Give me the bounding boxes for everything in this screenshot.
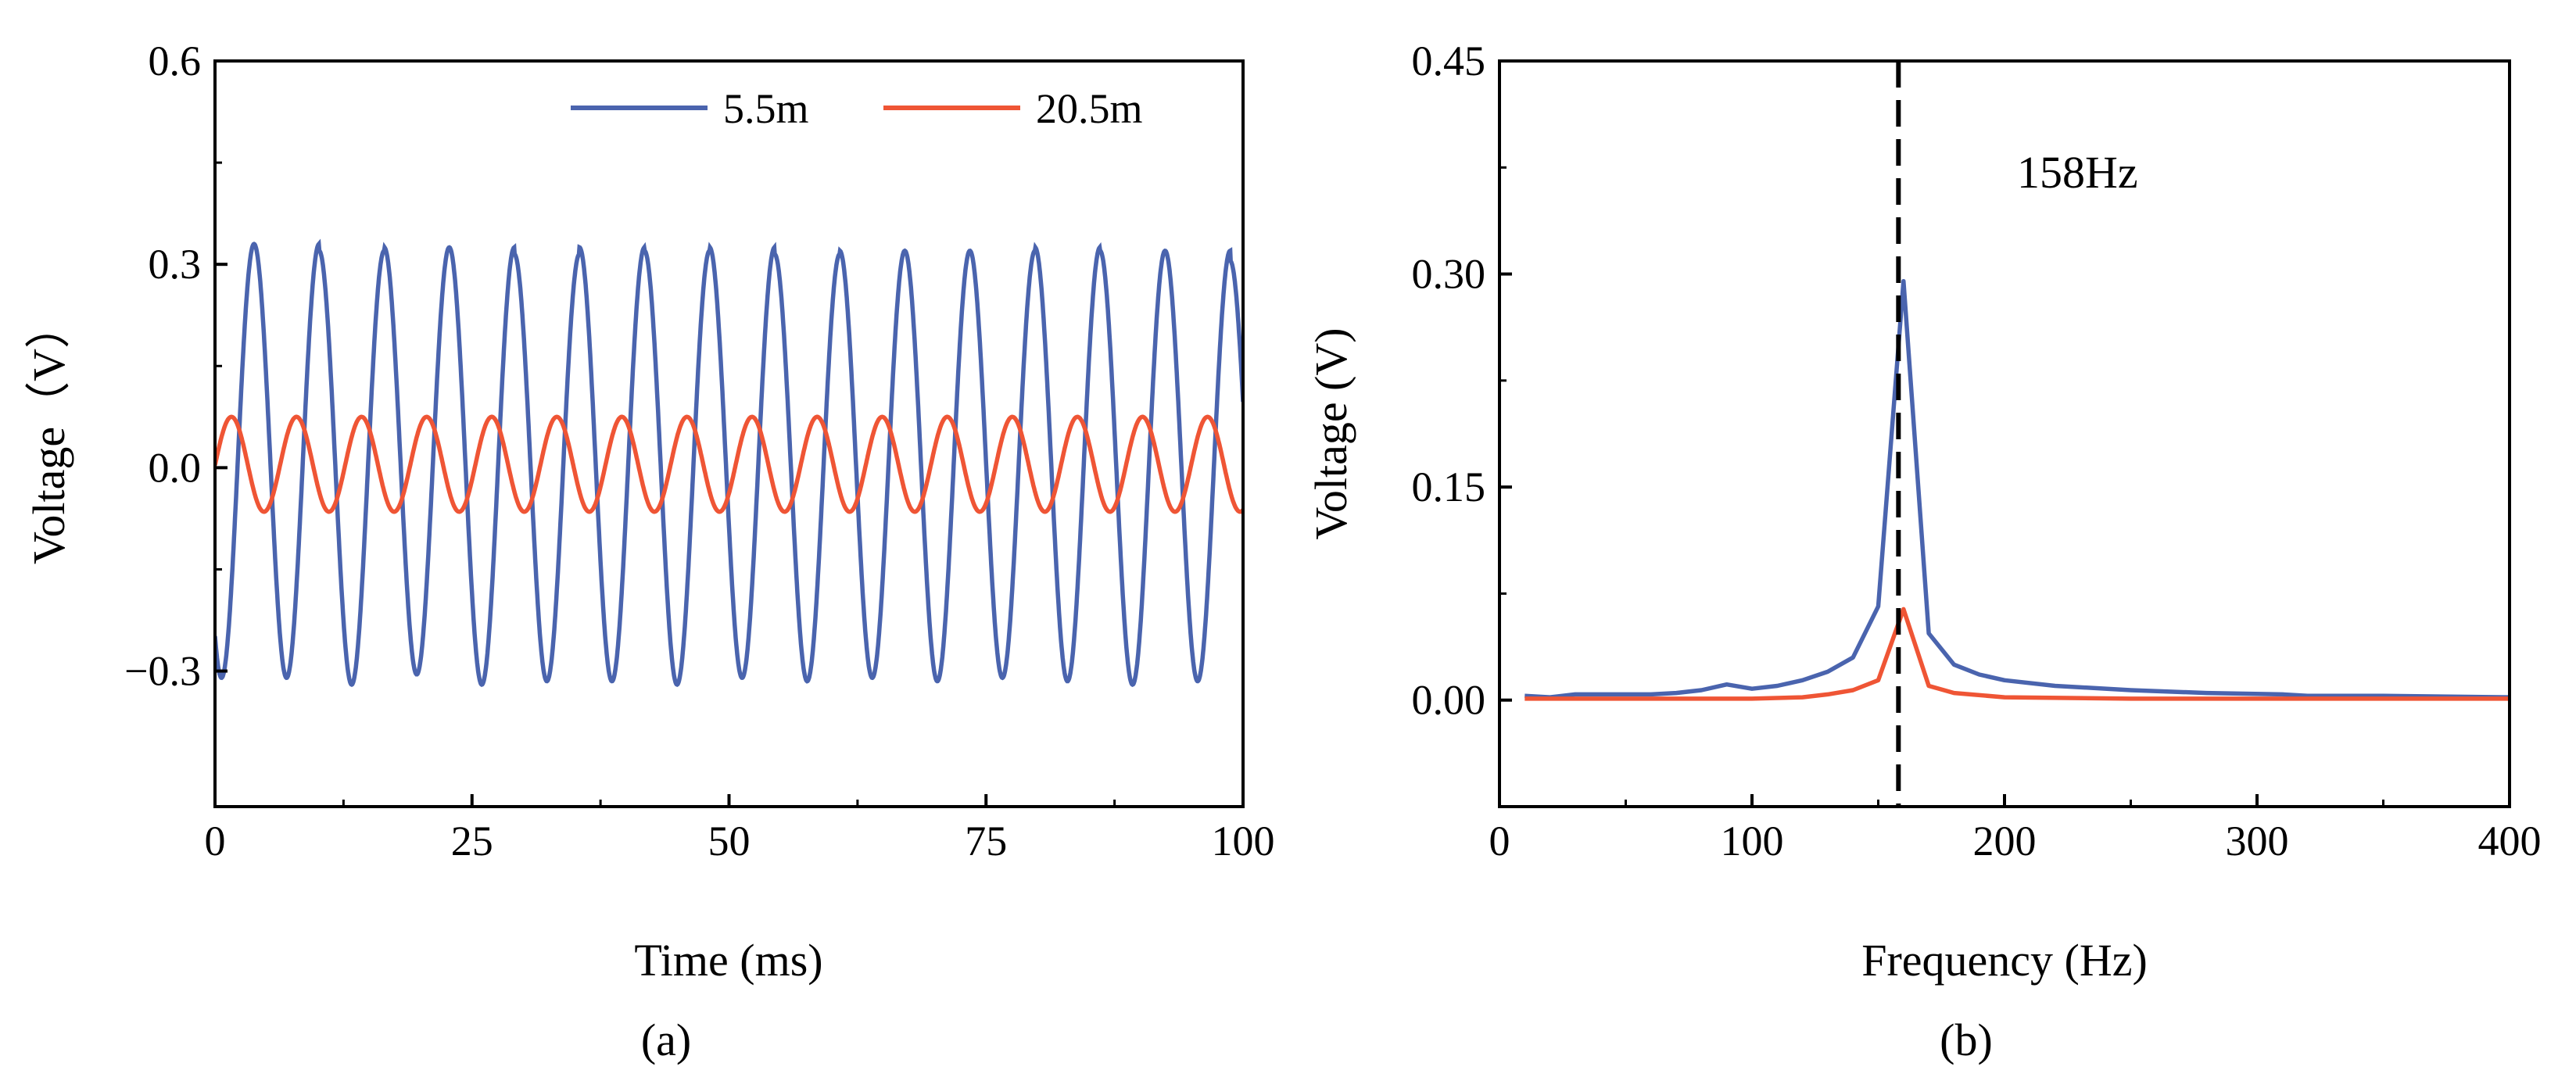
series-line-5.5m-time (215, 238, 1243, 688)
panel-a-y-tick-label: 0.0 (149, 444, 202, 491)
panel-a-plot-area (215, 238, 1243, 688)
panel-a-y-tick-label: −0.3 (124, 648, 201, 695)
panel-b-plot-area (1524, 61, 2510, 807)
panel-a: 0 25 50 75 100 0.6 0.3 0.0 −0.3 5.5m 20.5m Time … (23, 38, 1275, 1065)
panel-a-label: (a) (641, 1015, 691, 1065)
panel-a-y-tick-label: 0.6 (149, 38, 202, 84)
panel-b-x-tick-label: 300 (2226, 818, 2289, 864)
panel-b-x-tick-label: 0 (1489, 818, 1510, 864)
panel-b: 0 100 200 300 400 0.45 0.30 0.15 0.00 158Hz Freq… (1306, 38, 2542, 1065)
legend-label-20.5m: 20.5m (1036, 85, 1143, 132)
series-line-20.5m-spectrum (1524, 607, 2510, 701)
panel-b-ticks: 0 100 200 300 400 0.45 0.30 0.15 0.00 (1412, 38, 2542, 864)
legend-label-5.5m: 5.5m (723, 85, 809, 132)
panel-b-label: (b) (1940, 1015, 1993, 1065)
series-line-5.5m-spectrum (1524, 278, 2510, 700)
panel-a-x-tick-label: 0 (205, 818, 226, 864)
panel-a-x-tick-label: 50 (708, 818, 751, 864)
panel-b-x-tick-label: 400 (2478, 818, 2542, 864)
panel-a-x-tick-label: 75 (965, 818, 1007, 864)
panel-b-y-tick-label: 0.00 (1412, 677, 1486, 724)
panel-b-annotation-158hz: 158Hz (2017, 147, 2138, 198)
panel-a-legend: 5.5m 20.5m (571, 85, 1143, 132)
series-line-20.5m-time (215, 414, 1243, 514)
panel-b-y-tick-label: 0.45 (1412, 38, 1486, 84)
panel-b-y-tick-label: 0.15 (1412, 463, 1486, 510)
panel-a-ticks: 0 25 50 75 100 0.6 0.3 0.0 −0.3 (124, 38, 1274, 864)
panel-a-y-tick-label: 0.3 (149, 241, 202, 288)
panel-a-x-tick-label: 25 (451, 818, 493, 864)
panel-a-x-tick-label: 100 (1212, 818, 1275, 864)
panel-a-y-axis-title: Voltage（V） (23, 303, 74, 564)
panel-a-x-axis-title: Time (ms) (634, 935, 822, 986)
panel-b-y-axis-title: Voltage (V) (1306, 327, 1356, 539)
panel-b-x-tick-label: 100 (1721, 818, 1784, 864)
panel-b-x-axis-title: Frequency (Hz) (1861, 935, 2148, 986)
panel-b-x-tick-label: 200 (1973, 818, 2037, 864)
panel-b-y-tick-label: 0.30 (1412, 251, 1486, 298)
